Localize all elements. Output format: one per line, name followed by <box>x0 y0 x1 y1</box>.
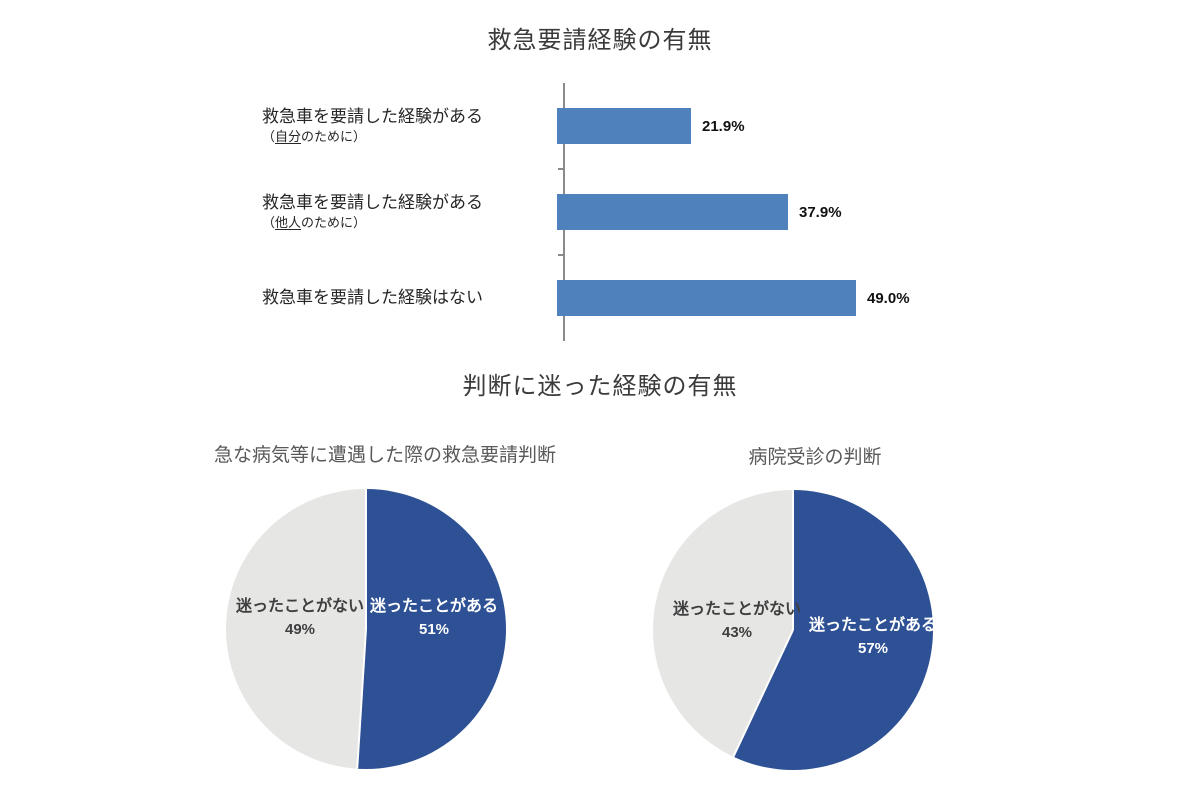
underlined-word: 自分 <box>275 129 302 145</box>
pie-slice-label-no: 迷ったことがない 49% <box>235 598 364 638</box>
slice-divider-end <box>732 629 794 758</box>
pie-slice-label-no: 迷ったことがない 43% <box>672 601 801 641</box>
pie-chart-emergency-call-judgement: 迷ったことがない 49% 迷ったことがある 51% <box>226 489 506 769</box>
bar-value-label: 37.9% <box>799 203 842 221</box>
pie-left-title: 急な病気等に遭遇した際の救急要請判断 <box>213 445 556 466</box>
bar-chart-title: 救急要請経験の有無 <box>487 27 713 54</box>
bar-category-label: 救急車を要請した経験はない <box>262 287 552 309</box>
bar-row: 救急車を要請した経験がある （他人のために） 37.9% <box>262 169 1092 255</box>
pie-slice-label-yes: 迷ったことがある 51% <box>369 598 498 638</box>
pie-right-title: 病院受診の判断 <box>748 447 882 468</box>
slice-divider-end <box>356 628 367 769</box>
bar-segment <box>557 108 691 144</box>
bar-category-label: 救急車を要請した経験がある （自分のために） <box>262 106 552 146</box>
bar-category-sub: （自分のために） <box>262 129 367 145</box>
bar-category-main: 救急車を要請した経験がある <box>262 193 483 212</box>
bar-value-label: 21.9% <box>702 117 745 135</box>
bar-category-main: 救急車を要請した経験がある <box>262 107 483 126</box>
slice-divider <box>792 490 794 630</box>
bar-row: 救急車を要請した経験がある （自分のために） 21.9% <box>262 83 1092 169</box>
bar-category-sub: （他人のために） <box>262 215 367 231</box>
pie-slice-label-yes: 迷ったことがある 57% <box>808 617 937 657</box>
pie-chart-hospital-visit-judgement: 迷ったことがない 43% 迷ったことがある 57% <box>653 490 937 770</box>
bar-category-main: 救急車を要請した経験はない <box>262 287 483 307</box>
axis-tick <box>558 254 563 256</box>
axis-tick <box>558 168 563 170</box>
bar-segment <box>557 194 788 230</box>
bar-category-label: 救急車を要請した経験がある （他人のために） <box>262 192 552 232</box>
bar-chart: 救急車を要請した経験がある （自分のために） 21.9% 救急車を要請した経験が… <box>262 83 1092 341</box>
pie-section-title: 判断に迷った経験の有無 <box>462 373 738 400</box>
bar-row: 救急車を要請した経験はない 49.0% <box>262 255 1092 341</box>
bar-segment <box>557 280 856 316</box>
bar-value-label: 49.0% <box>867 289 910 307</box>
underlined-word: 他人 <box>275 215 302 231</box>
slice-divider <box>365 489 367 629</box>
